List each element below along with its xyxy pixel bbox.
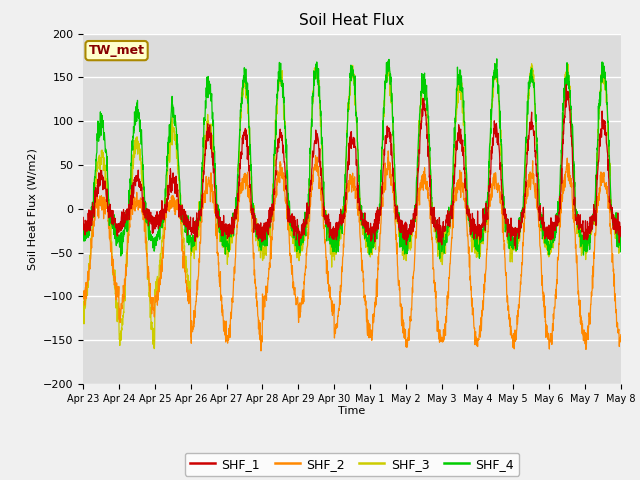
SHF_2 (570, 219, 577, 225)
Text: TW_met: TW_met (88, 44, 145, 57)
SHF_4 (379, 137, 387, 143)
SHF_4 (367, 237, 375, 243)
SHF_3 (492, 61, 500, 67)
SHF_4 (493, 56, 500, 62)
SHF_3 (509, 248, 516, 254)
SHF_1 (617, 234, 625, 240)
SHF_2 (617, 332, 625, 337)
Line: SHF_1: SHF_1 (83, 84, 621, 249)
SHF_4 (617, 247, 625, 252)
SHF_1 (511, 246, 519, 252)
SHF_2 (380, 184, 387, 190)
SHF_1 (379, 168, 387, 174)
SHF_1 (367, 236, 375, 241)
SHF_4 (585, 240, 593, 246)
SHF_3 (79, 309, 87, 315)
SHF_3 (617, 246, 625, 252)
SHF_4 (79, 232, 87, 238)
SHF_2 (79, 288, 87, 294)
SHF_1 (585, 224, 593, 229)
Line: SHF_2: SHF_2 (83, 151, 621, 351)
SHF_1 (563, 82, 570, 87)
SHF_2 (509, 333, 516, 338)
Y-axis label: Soil Heat Flux (W/m2): Soil Heat Flux (W/m2) (28, 148, 37, 270)
SHF_3 (150, 346, 158, 351)
Title: Soil Heat Flux: Soil Heat Flux (300, 13, 404, 28)
SHF_2 (585, 324, 593, 330)
SHF_3 (380, 124, 387, 130)
SHF_3 (570, 170, 577, 176)
SHF_4 (509, 234, 516, 240)
Line: SHF_3: SHF_3 (83, 64, 621, 348)
SHF_4 (436, 255, 444, 261)
SHF_1 (508, 231, 516, 237)
SHF_1 (79, 215, 87, 220)
SHF_2 (385, 148, 392, 154)
SHF_1 (229, 231, 237, 237)
SHF_2 (229, 290, 237, 296)
SHF_2 (368, 328, 376, 334)
SHF_3 (230, 234, 237, 240)
SHF_3 (585, 239, 593, 244)
SHF_1 (570, 180, 577, 186)
X-axis label: Time: Time (339, 407, 365, 417)
Legend: SHF_1, SHF_2, SHF_3, SHF_4: SHF_1, SHF_2, SHF_3, SHF_4 (185, 453, 519, 476)
SHF_2 (257, 348, 265, 354)
SHF_3 (368, 240, 376, 246)
Line: SHF_4: SHF_4 (83, 59, 621, 258)
SHF_4 (229, 210, 237, 216)
SHF_4 (570, 158, 577, 164)
